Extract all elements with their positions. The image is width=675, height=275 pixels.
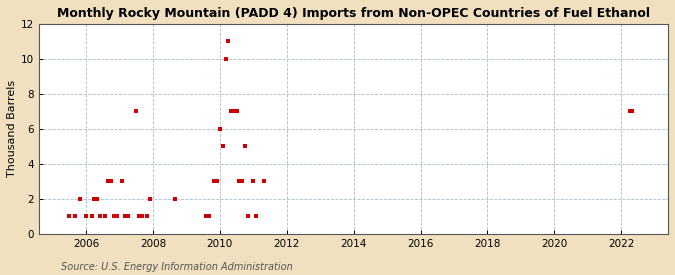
Point [229, 109, 240, 114]
Point [627, 109, 638, 114]
Point [136, 214, 147, 219]
Point [95, 214, 105, 219]
Point [100, 214, 111, 219]
Point [234, 179, 244, 184]
Point [237, 179, 248, 184]
Point [86, 214, 97, 219]
Point [217, 144, 228, 148]
Point [223, 39, 234, 44]
Point [92, 197, 103, 201]
Y-axis label: Thousand Barrels: Thousand Barrels [7, 80, 17, 177]
Point [248, 179, 259, 184]
Point [225, 109, 236, 114]
Point [70, 214, 80, 219]
Point [119, 214, 130, 219]
Point [231, 109, 242, 114]
Point [134, 214, 144, 219]
Point [170, 197, 181, 201]
Text: Source: U.S. Energy Information Administration: Source: U.S. Energy Information Administ… [61, 262, 292, 272]
Point [131, 109, 142, 114]
Point [111, 214, 122, 219]
Point [240, 144, 250, 148]
Point [145, 197, 156, 201]
Point [106, 179, 117, 184]
Point [250, 214, 261, 219]
Point [117, 179, 128, 184]
Point [64, 214, 75, 219]
Point [89, 197, 100, 201]
Point [75, 197, 86, 201]
Point [215, 127, 225, 131]
Point [259, 179, 270, 184]
Point [209, 179, 219, 184]
Point [220, 57, 231, 61]
Title: Monthly Rocky Mountain (PADD 4) Imports from Non-OPEC Countries of Fuel Ethanol: Monthly Rocky Mountain (PADD 4) Imports … [57, 7, 650, 20]
Point [142, 214, 153, 219]
Point [212, 179, 223, 184]
Point [103, 179, 114, 184]
Point [203, 214, 214, 219]
Point [200, 214, 211, 219]
Point [242, 214, 253, 219]
Point [122, 214, 133, 219]
Point [624, 109, 635, 114]
Point [80, 214, 91, 219]
Point [109, 214, 119, 219]
